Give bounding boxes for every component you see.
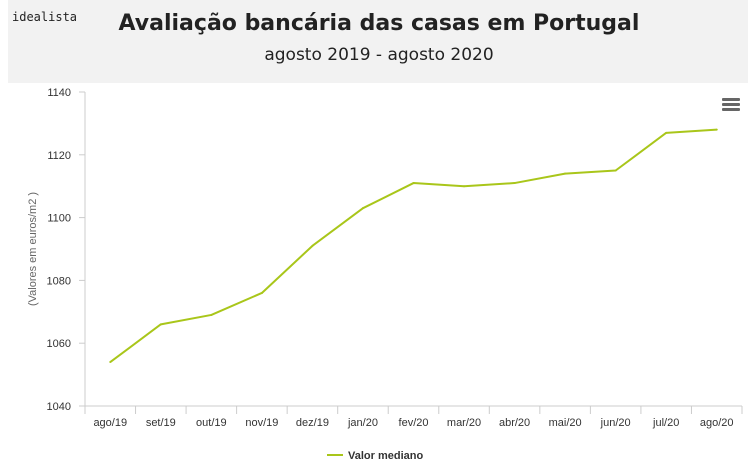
data-point xyxy=(463,185,466,188)
x-tick-label: ago/19 xyxy=(93,417,127,429)
y-tick-label: 1100 xyxy=(47,213,71,225)
data-point xyxy=(210,313,213,316)
x-tick-label: abr/20 xyxy=(499,417,530,429)
y-tick-label: 1120 xyxy=(47,150,71,162)
hamburger-menu-icon[interactable] xyxy=(722,98,740,112)
legend-label: Valor mediano xyxy=(348,450,423,462)
x-tick-label: ago/20 xyxy=(700,417,734,429)
x-tick-label: jul/20 xyxy=(652,417,679,429)
data-point xyxy=(665,131,668,134)
data-point xyxy=(361,207,364,210)
x-tick-label: mar/20 xyxy=(447,417,481,429)
y-axis-title: (Valores em euros/m2 ) xyxy=(27,192,39,306)
data-point xyxy=(412,182,415,185)
x-tick-label: mai/20 xyxy=(549,417,582,429)
x-tick-label: jun/20 xyxy=(600,417,631,429)
data-point xyxy=(513,182,516,185)
y-tick-label: 1040 xyxy=(47,401,71,413)
chart-subtitle: agosto 2019 - agosto 2020 xyxy=(264,45,494,65)
y-tick-label: 1140 xyxy=(47,87,71,99)
data-point xyxy=(260,291,263,294)
chart-title: Avaliação bancária das casas em Portugal xyxy=(118,11,640,36)
x-tick-label: fev/20 xyxy=(399,417,429,429)
data-point xyxy=(311,244,314,247)
series-line xyxy=(109,128,717,363)
data-point xyxy=(109,361,112,364)
data-point xyxy=(715,128,718,131)
data-point xyxy=(564,172,567,175)
brand-logo: idealista xyxy=(12,10,78,24)
x-tick-label: jan/20 xyxy=(347,417,378,429)
chart-header: idealista xyxy=(8,0,748,83)
data-point xyxy=(159,323,162,326)
x-tick-label: nov/19 xyxy=(245,417,278,429)
x-tick-label: out/19 xyxy=(196,417,227,429)
x-tick-label: set/19 xyxy=(146,417,176,429)
y-tick-label: 1080 xyxy=(47,275,71,287)
y-tick-label: 1060 xyxy=(47,338,71,350)
x-tick-label: dez/19 xyxy=(296,417,329,429)
data-point xyxy=(614,169,617,172)
